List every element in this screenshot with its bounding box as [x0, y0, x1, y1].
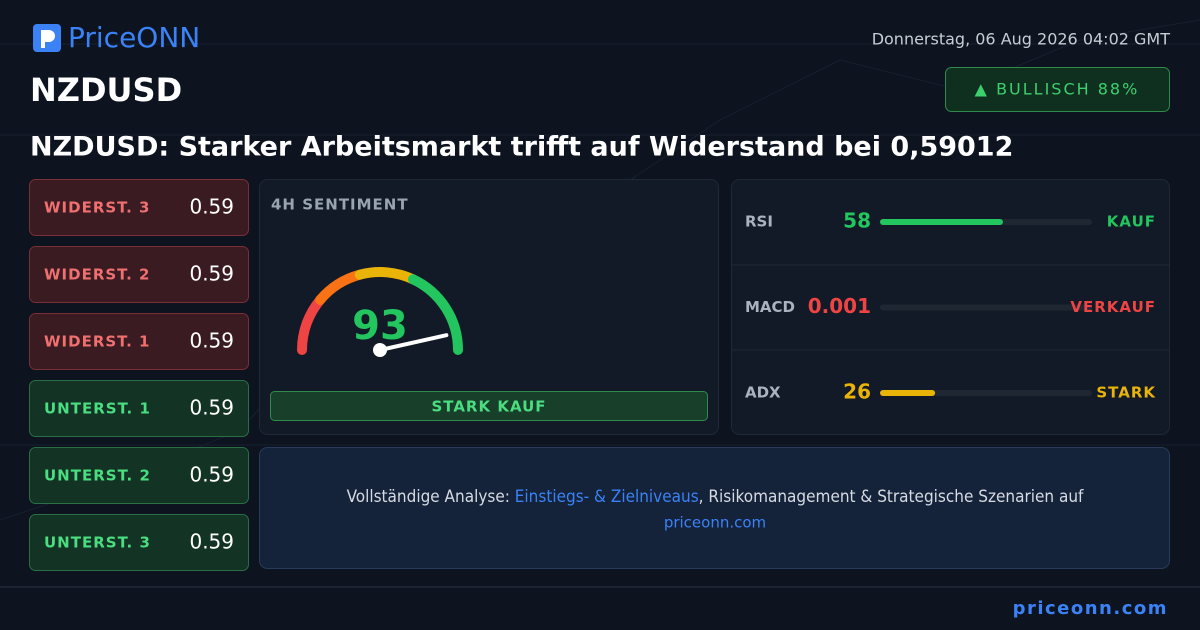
- badge-text: ▲ BULLISCH 88%: [975, 80, 1140, 99]
- badge: [945, 67, 1170, 112]
- level-card: [29, 179, 249, 236]
- level-card: [29, 380, 249, 437]
- indicator-name: MACD: [745, 298, 795, 316]
- level-card: [29, 313, 249, 370]
- level-label: UNTERST. 2: [44, 467, 151, 485]
- gauge-score: 93: [352, 303, 408, 349]
- level-label: WIDERST. 3: [44, 199, 151, 217]
- indicator-value: 0.001: [808, 294, 871, 318]
- level-card: [29, 447, 249, 504]
- sentiment-signal-box: [270, 391, 708, 421]
- logo-glyph: [41, 30, 55, 48]
- sentiment-panel: [259, 179, 719, 435]
- level-label: WIDERST. 2: [44, 266, 151, 284]
- logo: PriceONN: [68, 21, 200, 54]
- indicator-signal: VERKAUF: [1070, 298, 1156, 316]
- indicator-value: 58: [843, 209, 871, 233]
- indicator-bar: [880, 219, 1003, 225]
- indicator-track: [880, 304, 1092, 311]
- level-card: [29, 514, 249, 571]
- indicator-bar: [880, 390, 936, 396]
- level-label: WIDERST. 1: [44, 333, 151, 351]
- indicator-signal: KAUF: [1107, 213, 1156, 231]
- footer-url[interactable]: priceonn.com: [1013, 598, 1168, 619]
- indicator-value: 26: [843, 380, 871, 404]
- cta-text: Vollständige Analyse: Einstiegs- & Zieln…: [347, 487, 1084, 507]
- level-value: 0.59: [189, 262, 234, 286]
- level-value: 0.59: [189, 530, 234, 554]
- cta-url[interactable]: priceonn.com: [664, 514, 766, 532]
- indicator-name: ADX: [745, 384, 781, 402]
- cta-prefix: Vollständige Analyse:: [347, 487, 515, 507]
- indicator-name: RSI: [745, 213, 773, 231]
- level-value: 0.59: [189, 396, 234, 420]
- sentiment-title: 4H SENTIMENT: [271, 196, 409, 214]
- level-card: [29, 246, 249, 303]
- date: Donnerstag, 06 Aug 2026 04:02 GMT: [872, 30, 1171, 49]
- cta-suffix: , Risikomanagement & Strategische Szenar…: [699, 487, 1084, 507]
- gauge-hub: [373, 343, 387, 357]
- gauge-needle: [378, 333, 449, 352]
- cta-panel: [259, 447, 1170, 569]
- symbol: NZDUSD: [30, 71, 182, 109]
- cta-link[interactable]: Einstiegs- & Zielniveaus: [515, 487, 699, 507]
- level-value: 0.59: [189, 463, 234, 487]
- level-value: 0.59: [189, 329, 234, 353]
- gauge: [297, 267, 463, 355]
- level-value: 0.59: [189, 195, 234, 219]
- level-label: UNTERST. 1: [44, 400, 151, 418]
- indicator-signal: STARK: [1096, 384, 1156, 402]
- sentiment-signal: STARK KAUF: [431, 398, 546, 416]
- headline: NZDUSD: Starker Arbeitsmarkt trifft auf …: [30, 132, 1013, 163]
- level-label: UNTERST. 3: [44, 534, 151, 552]
